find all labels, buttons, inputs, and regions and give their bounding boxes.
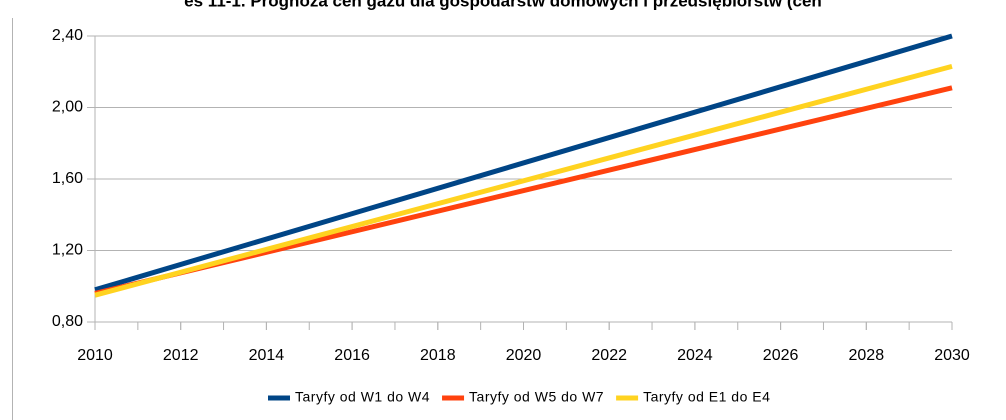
y-tick-label: 1,60: [52, 170, 83, 187]
y-tick-label: 2,00: [52, 99, 83, 116]
series-line: [94, 33, 953, 293]
legend-label: Taryfy od W1 do W4: [295, 389, 430, 405]
x-tick-label: 2022: [591, 347, 627, 364]
series-line: [94, 63, 953, 298]
x-tick-label: 2028: [849, 347, 885, 364]
legend-label: Taryfy od E1 do E4: [643, 389, 770, 405]
x-tick-label: 2024: [677, 347, 713, 364]
x-tick-label: 2010: [77, 347, 113, 364]
x-tick-label: 2016: [334, 347, 370, 364]
x-tick-label: 2026: [763, 347, 799, 364]
x-tick-label: 2018: [420, 347, 456, 364]
x-tick-label: 2030: [934, 347, 970, 364]
y-tick-label: 1,20: [52, 242, 83, 259]
x-tick-label: 2014: [249, 347, 285, 364]
y-tick-label: 0,80: [52, 313, 83, 330]
x-tick-label: 2020: [506, 347, 542, 364]
chart-title: es 11-1. Prognoza cen gazu dla gospodars…: [184, 0, 822, 10]
legend-label: Taryfy od W5 do W7: [469, 389, 604, 405]
x-tick-label: 2012: [163, 347, 199, 364]
y-tick-label: 2,40: [52, 27, 83, 44]
